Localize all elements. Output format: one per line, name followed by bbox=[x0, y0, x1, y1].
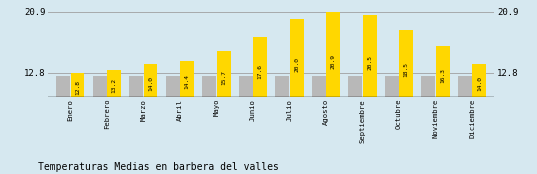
Bar bbox=[166, 76, 179, 97]
Text: Temperaturas Medias en barbera del valles: Temperaturas Medias en barbera del valle… bbox=[38, 162, 279, 172]
Bar bbox=[385, 76, 399, 97]
Text: 14.4: 14.4 bbox=[185, 74, 190, 89]
Text: 15.7: 15.7 bbox=[221, 70, 226, 85]
Bar bbox=[290, 18, 303, 97]
Bar bbox=[92, 76, 106, 97]
Bar bbox=[349, 76, 362, 97]
Bar bbox=[436, 46, 450, 97]
Bar bbox=[70, 73, 84, 97]
Text: 20.9: 20.9 bbox=[331, 54, 336, 69]
Text: 18.5: 18.5 bbox=[404, 62, 409, 77]
Bar bbox=[216, 51, 230, 97]
Bar bbox=[363, 15, 376, 97]
Text: 14.0: 14.0 bbox=[148, 76, 153, 91]
Bar bbox=[458, 76, 472, 97]
Bar bbox=[180, 61, 194, 97]
Bar bbox=[56, 76, 70, 97]
Bar bbox=[107, 70, 121, 97]
Bar bbox=[422, 76, 436, 97]
Bar bbox=[253, 37, 267, 97]
Text: 20.0: 20.0 bbox=[294, 57, 299, 72]
Text: 16.3: 16.3 bbox=[440, 69, 445, 84]
Bar bbox=[202, 76, 216, 97]
Text: 17.6: 17.6 bbox=[258, 64, 263, 79]
Bar bbox=[275, 76, 289, 97]
Bar bbox=[239, 76, 252, 97]
Bar bbox=[473, 64, 487, 97]
Bar bbox=[143, 64, 157, 97]
Bar bbox=[326, 12, 340, 97]
Text: 13.2: 13.2 bbox=[112, 78, 117, 93]
Text: 14.0: 14.0 bbox=[477, 76, 482, 91]
Text: 20.5: 20.5 bbox=[367, 55, 372, 70]
Bar bbox=[400, 30, 413, 97]
Bar bbox=[312, 76, 326, 97]
Text: 12.8: 12.8 bbox=[75, 80, 80, 94]
Bar bbox=[129, 76, 143, 97]
